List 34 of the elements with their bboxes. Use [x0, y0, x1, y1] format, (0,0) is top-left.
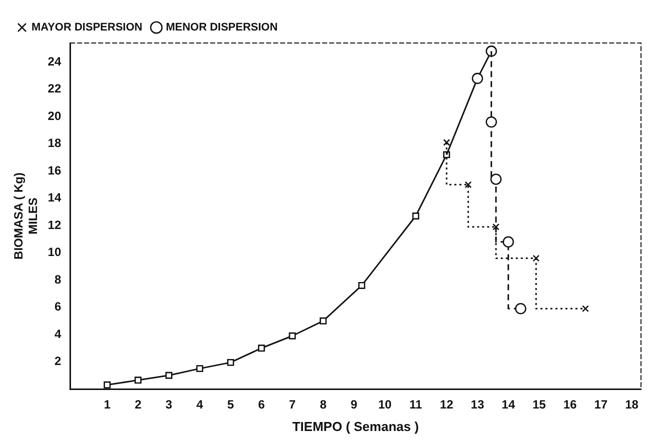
x-tick-label: 9 [350, 398, 358, 412]
x-tick-label: 4 [196, 398, 204, 412]
y-tick-label: 22 [48, 82, 62, 96]
y-tick-label: 14 [48, 190, 62, 205]
y-tick-label: 6 [54, 300, 62, 314]
x-tick-label: 14 [502, 398, 516, 412]
y-tick-label: 24 [48, 54, 62, 68]
x-tick-label: 2 [134, 398, 142, 412]
x-tick-label: 10 [378, 398, 392, 412]
x-tick-label: 15 [532, 398, 546, 412]
x-tick-label: 11 [409, 398, 422, 412]
y-tick-label: 4 [54, 326, 62, 341]
x-tick-label: 6 [258, 398, 266, 412]
y-tick-label: 20 [48, 108, 62, 123]
y-axis-title: BIOMASA ( Kg) MILES [12, 172, 40, 260]
x-tick-label: 1 [104, 398, 111, 412]
x-tick-label: 16 [563, 398, 578, 412]
x-axis-title: TIEMPO ( Semanas ) [292, 418, 419, 434]
legend-label: MAYOR DISPERSION [32, 22, 142, 34]
x-tick-label: 13 [470, 398, 484, 412]
y-tick-label: 12 [48, 218, 62, 232]
y-tick-label: 8 [54, 272, 62, 286]
x-tick-label: 18 [625, 398, 639, 412]
y-tick-label: 16 [48, 163, 62, 178]
legend-label: MENOR DISPERSION [166, 22, 278, 34]
y-tick-label: 10 [48, 245, 62, 260]
x-tick-label: 5 [227, 398, 234, 412]
y-tick-label: 18 [48, 136, 62, 150]
x-tick-label: 3 [166, 398, 173, 412]
x-tick-label: 12 [440, 398, 454, 412]
x-tick-label: 7 [288, 398, 296, 412]
y-tick-label: 2 [54, 354, 62, 368]
x-tick-label: 8 [320, 398, 327, 412]
x-tick-label: 17 [594, 398, 608, 412]
